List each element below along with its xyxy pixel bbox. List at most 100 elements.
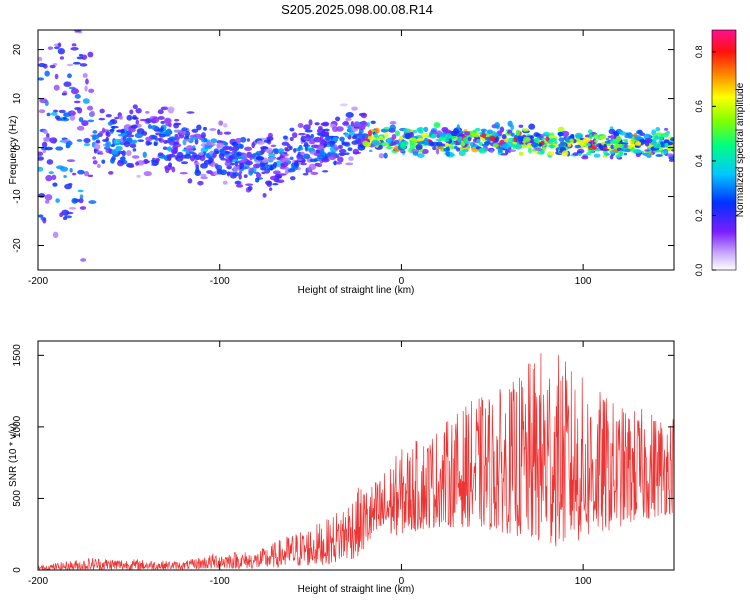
spectrogram-cell [270, 144, 277, 148]
spectrogram-cell [501, 134, 507, 140]
spectrogram-cell [145, 111, 150, 114]
spectrogram-cell [657, 135, 664, 141]
spectrogram-cell [232, 172, 240, 177]
spectrogram-cell [256, 140, 265, 145]
spectrogram-cell [315, 149, 321, 154]
spectrogram-cell [245, 160, 253, 166]
spectrogram-cell [38, 56, 43, 62]
spectrogram-y-tick-label: 0 [12, 144, 23, 150]
spectrogram-cell [341, 140, 345, 146]
spectrogram-cell [378, 152, 385, 159]
spectrogram-cell [316, 162, 323, 168]
spectrogram-cell [261, 171, 266, 175]
spectrogram-cell [449, 153, 455, 157]
spectrogram-cell [249, 154, 253, 161]
spectrogram-x-tick-label: 100 [575, 276, 592, 287]
spectrogram-cell [266, 180, 273, 188]
spectrogram-cell [60, 166, 69, 172]
spectrogram-cell [431, 133, 437, 138]
spectrogram-cell [629, 143, 637, 150]
spectrogram-cell [93, 143, 101, 150]
spectrogram-cell [389, 124, 396, 131]
spectrogram-cell [96, 163, 101, 169]
spectrogram-cell [150, 125, 158, 130]
spectrogram-cell [528, 123, 536, 130]
spectrogram-cell [67, 73, 72, 79]
spectrogram-cell [273, 162, 277, 167]
spectrogram-cell [167, 162, 173, 168]
spectrogram-cell [548, 144, 556, 148]
spectrogram-cell [63, 175, 67, 178]
spectrogram-cell [63, 112, 72, 118]
spectrogram-cell [294, 160, 299, 167]
spectrogram-cell [79, 63, 88, 67]
spectrogram-cell [510, 132, 515, 137]
spectrogram-cell [276, 179, 285, 183]
spectrogram-cell [339, 136, 345, 142]
spectrogram-y-tick-label: -10 [12, 189, 23, 204]
colorbar-tick-label: 0.8 [694, 46, 704, 59]
spectrogram-cell [574, 132, 584, 139]
spectrogram-cell [297, 123, 304, 129]
spectrogram-cell [128, 127, 136, 133]
snr-x-ticks: -200 -100 0 100 [28, 341, 592, 587]
spectrogram-cell [61, 209, 70, 216]
spectrogram-cell [184, 153, 192, 159]
spectrogram-cell [174, 118, 180, 122]
spectrogram-cell [155, 158, 160, 162]
spectrogram-cell [71, 197, 78, 204]
spectrogram-cell [57, 42, 62, 48]
spectrogram-cell [302, 172, 309, 176]
spectrogram-cell [549, 137, 557, 143]
colorbar: 0.0 0.2 0.4 0.6 0.8 Normalized spectral ampl… [694, 29, 746, 277]
spectrogram-cell [436, 141, 443, 147]
spectrogram-cell [263, 139, 271, 143]
spectrogram-cell [126, 137, 133, 142]
spectrogram-cell [200, 173, 207, 178]
spectrogram-cell [47, 46, 54, 50]
spectrogram-x-axis-label: Height of straight line (km) [298, 285, 415, 296]
spectrogram-cell [300, 162, 307, 166]
spectrogram-cell [203, 137, 208, 142]
spectrogram-cell [59, 212, 64, 218]
spectrogram-cell [337, 144, 343, 149]
spectrogram-cell [53, 109, 59, 113]
colorbar-tick-label: 0.0 [694, 264, 704, 277]
spectrogram-cell [574, 144, 581, 149]
spectrogram-cell [623, 144, 628, 148]
spectrogram-cell [46, 159, 54, 165]
spectrogram-cell [57, 48, 66, 55]
spectrogram-cell [39, 98, 48, 104]
spectrogram-cell [304, 145, 309, 151]
spectrogram-cell [593, 153, 601, 158]
spectrogram-cell [212, 152, 217, 158]
spectrogram-cell [167, 146, 172, 152]
spectrogram-cell [511, 144, 517, 148]
spectrogram-cell [132, 116, 139, 120]
spectrogram-cell [509, 149, 517, 152]
spectrogram-cell [443, 147, 451, 152]
spectrogram-cell [643, 153, 651, 157]
spectrogram-cell [507, 120, 513, 127]
spectrogram-cell [507, 137, 516, 144]
spectrogram-cell [569, 138, 574, 143]
spectrogram-cell [181, 127, 188, 132]
spectrogram-cell [456, 124, 460, 131]
spectrogram-cell [306, 166, 312, 173]
spectrogram-cell [83, 170, 90, 177]
spectrogram-cell [322, 131, 328, 136]
spectrogram-cell [476, 138, 481, 144]
spectrogram-cell [45, 199, 50, 204]
spectrogram-cell [337, 156, 344, 163]
spectrogram-cell [652, 142, 662, 149]
spectrogram-cell [99, 131, 104, 135]
spectrogram-cell [222, 180, 228, 185]
spectrogram-cell [304, 129, 313, 133]
spectrogram-cell [308, 119, 313, 126]
spectrogram-cell [120, 156, 126, 162]
spectrogram-cell [139, 118, 147, 122]
spectrogram-cell [581, 155, 589, 160]
spectrogram-cell [619, 131, 627, 136]
colorbar-label: Normalized spectral amplitude [735, 82, 746, 217]
spectrogram-cell [175, 129, 182, 133]
